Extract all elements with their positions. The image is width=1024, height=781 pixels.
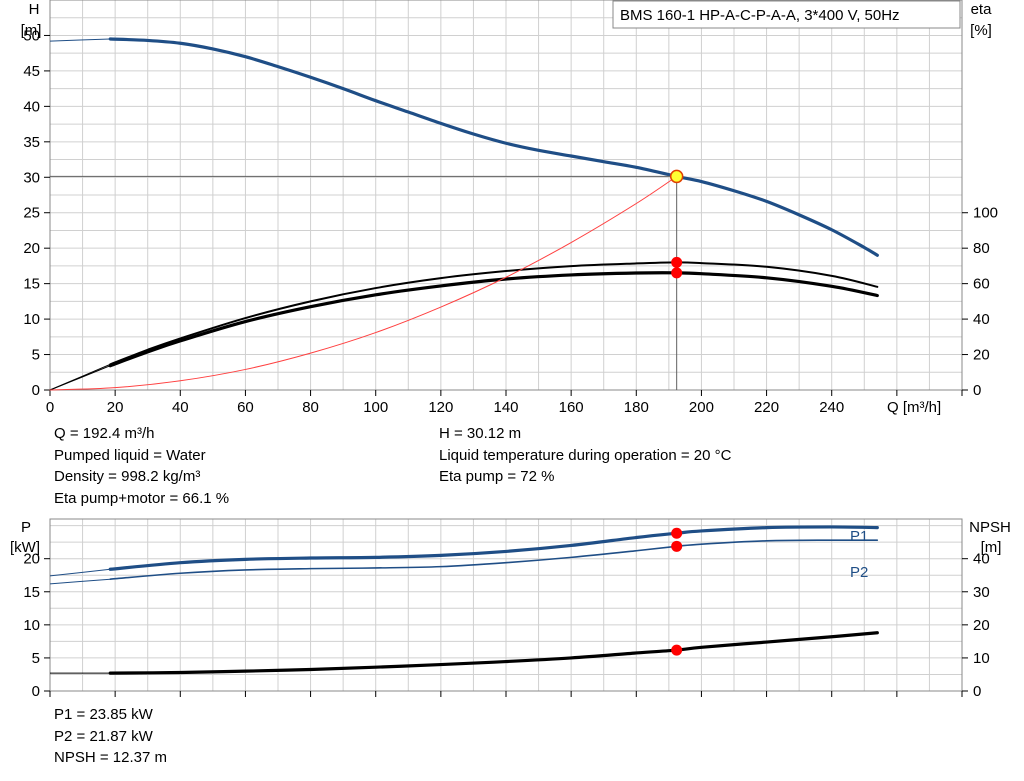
info-p1: P1 = 23.85 kW (54, 706, 153, 723)
top-x-tick-label: 0 (46, 399, 54, 416)
top-y-right-tick-label: 80 (973, 240, 990, 257)
top-x-tick-label: 200 (689, 399, 714, 416)
bottom-p2-curve-1 (109, 539, 879, 580)
info-top-right: H = 30.12 m Liquid temperature during op… (439, 423, 731, 488)
top-x-tick-label: 160 (559, 399, 584, 416)
info-top-left: Q = 192.4 m³/h Pumped liquid = Water Den… (54, 423, 229, 509)
p2-series-label: P2 (850, 564, 868, 581)
bottom-y-right-tick-label: 30 (973, 584, 990, 601)
top-y-left-tick-label: 50 (23, 27, 40, 44)
bottom-y-right-tick-label: 20 (973, 617, 990, 634)
top-chart-grid (50, 0, 962, 390)
top-y-right-unit: [%] (970, 22, 992, 39)
top-x-tick-label: 180 (624, 399, 649, 416)
top-y-left-tick-label: 40 (23, 98, 40, 115)
top-x-tick-label: 240 (819, 399, 844, 416)
bottom-y-right-tick-label: 10 (973, 650, 990, 667)
info-eta-pump: Eta pump = 72 % (439, 468, 555, 485)
bottom-operating-point (671, 527, 683, 656)
bottom-y-left-tick-label: 5 (32, 650, 40, 667)
bottom-y-right-tick-label: 0 (973, 683, 981, 700)
info-npsh: NPSH = 12.37 m (54, 749, 167, 766)
bottom-y-left-title: P (21, 519, 31, 536)
info-p2: P2 = 21.87 kW (54, 727, 153, 745)
top-head-curve-0 (108, 37, 879, 257)
top-y-left-tick-label: 20 (23, 240, 40, 257)
bottom-p1-curve-0 (108, 525, 879, 571)
info-head: H = 30.12 m (439, 425, 522, 442)
bottom-npsh-curve-2 (108, 631, 879, 675)
pump-label-box: BMS 160-1 HP-A-C-P-A-A, 3*400 V, 50Hz (612, 0, 961, 29)
top-x-tick-label: 80 (302, 399, 319, 416)
info-eta-total: Eta pump+motor = 66.1 % (54, 489, 230, 507)
info-flow: Q = 192.4 m³/h (54, 425, 155, 442)
bottom-chart-curves (49, 525, 879, 675)
top-y-right-tick-label: 40 (973, 311, 990, 328)
bottom-chart-grid (50, 519, 962, 691)
top-y-left-tick-label: 5 (32, 347, 40, 364)
top-y-right-tick-label: 0 (973, 382, 981, 399)
head-duty-point (669, 169, 684, 184)
top-operating-point (50, 169, 684, 390)
top-y-left-tick-label: 30 (23, 169, 40, 186)
info-liquid: Pumped liquid = Water (54, 446, 206, 464)
top-y-right-tick-label: 100 (973, 205, 998, 222)
npsh-duty-point (671, 644, 683, 656)
bottom-y-right-tick-label: 40 (973, 551, 990, 568)
top-x-tick-label: 220 (754, 399, 779, 416)
top-x-tick-label: 40 (172, 399, 189, 416)
bottom-y-left-unit: [kW] (10, 539, 40, 556)
bottom-y-left-tick-label: 15 (23, 584, 40, 601)
info-temperature: Liquid temperature during operation = 20… (439, 446, 732, 464)
top-chart-curves (49, 37, 879, 391)
bottom-y-right-title: NPSH (969, 519, 1011, 536)
bottom-chart-axes: 0 5 10 15 20 0 10 20 30 40 (23, 551, 989, 700)
top-y-left-tick-label: 45 (23, 63, 40, 80)
bottom-y-left-tick-label: 10 (23, 617, 40, 634)
top-y-left-tick-label: 25 (23, 205, 40, 222)
top-eta-extension-2 (49, 363, 111, 391)
top-y-right-tick-label: 20 (973, 347, 990, 364)
top-y-left-unit: [m] (21, 22, 42, 39)
bottom-y-left-tick-label: 20 (23, 551, 40, 568)
top-y-left-tick-label: 10 (23, 311, 40, 328)
top-x-tick-label: 60 (237, 399, 254, 416)
p1-duty-point (671, 527, 683, 539)
p1-series-label: P1 (850, 528, 868, 545)
top-x-tick-label: 100 (363, 399, 388, 416)
bottom-p2-extension-1 (49, 578, 111, 585)
top-y-right-title: eta (971, 1, 993, 18)
eta-pump-duty-point (671, 256, 683, 268)
info-bottom: P1 = 23.85 kW P2 = 21.87 kW NPSH = 12.37… (54, 704, 167, 769)
info-density: Density = 998.2 kg/m³ (54, 468, 201, 485)
top-x-tick-label: 120 (428, 399, 453, 416)
top-y-left-title: H (29, 1, 40, 18)
top-x-axis-label: Q [m³/h] (887, 399, 941, 416)
top-y-left-tick-label: 0 (32, 382, 40, 399)
top-head-extension-0 (49, 38, 111, 42)
top-y-left-tick-label: 15 (23, 276, 40, 293)
p2-duty-point (671, 540, 683, 552)
pump-label: BMS 160-1 HP-A-C-P-A-A, 3*400 V, 50Hz (620, 7, 900, 24)
bottom-y-right-unit: [m] (981, 539, 1002, 556)
eta-total-duty-point (671, 267, 683, 279)
bottom-p1-extension-0 (49, 568, 111, 577)
top-system-curve-3 (49, 175, 678, 391)
bottom-y-left-tick-label: 0 (32, 683, 40, 700)
top-eta-curve-2 (109, 261, 879, 366)
top-x-tick-label: 140 (493, 399, 518, 416)
top-eta-curve-1 (108, 271, 879, 368)
top-y-right-tick-label: 60 (973, 276, 990, 293)
top-chart-axes: 0 5 10 15 20 25 30 35 40 45 50 0 20 40 60 80 100 0 20 40 60 8… (23, 27, 998, 416)
top-x-tick-label: 20 (107, 399, 124, 416)
top-y-left-tick-label: 35 (23, 134, 40, 151)
